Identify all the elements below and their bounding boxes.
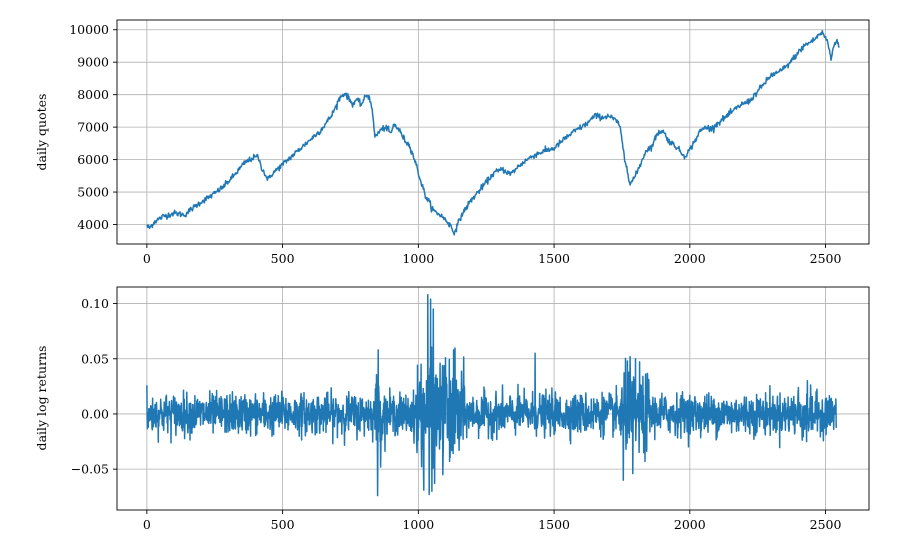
quotes-panel: 0 500 1000 1500 2000 2500 4000 5000 6000 7000 800… (34, 19, 870, 266)
quotes-x-ticks: 0 500 1000 1500 2000 2500 (143, 244, 842, 266)
x-tick-label: 2000 (674, 251, 706, 266)
x-tick-label: 2500 (810, 517, 842, 532)
x-tick-label: 1500 (538, 517, 570, 532)
y-tick-label: 4000 (77, 217, 109, 232)
y-tick-label: 0.00 (81, 406, 109, 421)
x-tick-label: 1000 (402, 251, 434, 266)
x-tick-label: 1500 (538, 251, 570, 266)
y-tick-label: 0.05 (81, 351, 109, 366)
y-tick-label: 9000 (77, 55, 109, 70)
quotes-grid (117, 20, 869, 244)
quotes-y-axis-label: daily quotes (34, 94, 49, 171)
returns-series (146, 293, 837, 497)
quotes-line (146, 29, 840, 236)
quotes-plot-frame (116, 19, 870, 245)
returns-line (146, 293, 837, 497)
y-tick-label: 6000 (77, 152, 109, 167)
x-tick-label: 1000 (402, 517, 434, 532)
x-tick-label: 500 (271, 251, 295, 266)
x-tick-label: 2500 (810, 251, 842, 266)
returns-y-ticks: −0.05 0.00 0.05 0.10 (71, 296, 117, 477)
y-tick-label: 7000 (77, 120, 109, 135)
returns-x-ticks: 0 500 1000 1500 2000 2500 (143, 510, 842, 532)
x-tick-label: 0 (143, 251, 151, 266)
x-tick-label: 500 (271, 517, 295, 532)
returns-plot-frame (116, 286, 870, 511)
x-tick-label: 2000 (674, 517, 706, 532)
returns-y-axis-label: daily log returns (34, 346, 49, 451)
y-tick-label: 0.10 (81, 296, 109, 311)
quotes-series (146, 29, 840, 236)
y-tick-label: 8000 (77, 87, 109, 102)
x-tick-label: 0 (143, 517, 151, 532)
y-tick-label: −0.05 (71, 462, 109, 477)
y-tick-label: 10000 (69, 22, 109, 37)
quotes-y-ticks: 4000 5000 6000 7000 8000 9000 10000 (69, 22, 117, 232)
y-tick-label: 5000 (77, 185, 109, 200)
returns-panel: 0 500 1000 1500 2000 2500 −0.05 0.00 0.05 0.10 d… (34, 286, 870, 532)
